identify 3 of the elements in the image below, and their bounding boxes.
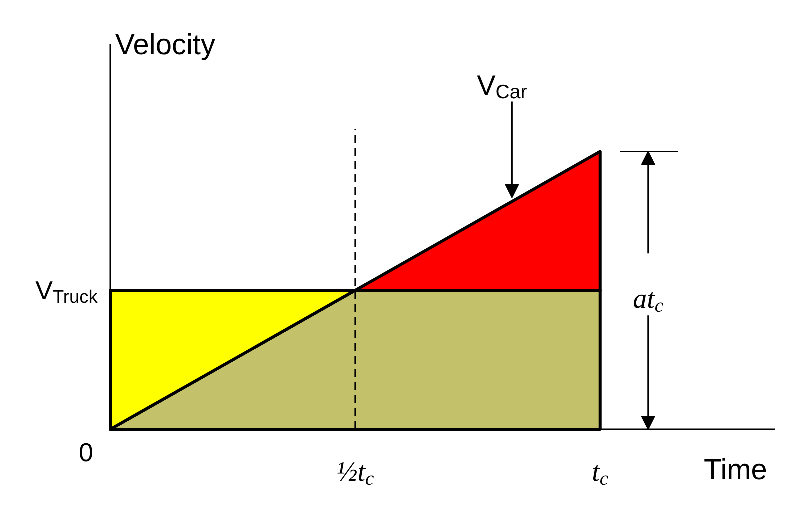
text: 0 bbox=[79, 438, 94, 468]
x-axis-title: Time bbox=[704, 454, 768, 486]
y-axis-title: Velocity bbox=[116, 30, 216, 62]
